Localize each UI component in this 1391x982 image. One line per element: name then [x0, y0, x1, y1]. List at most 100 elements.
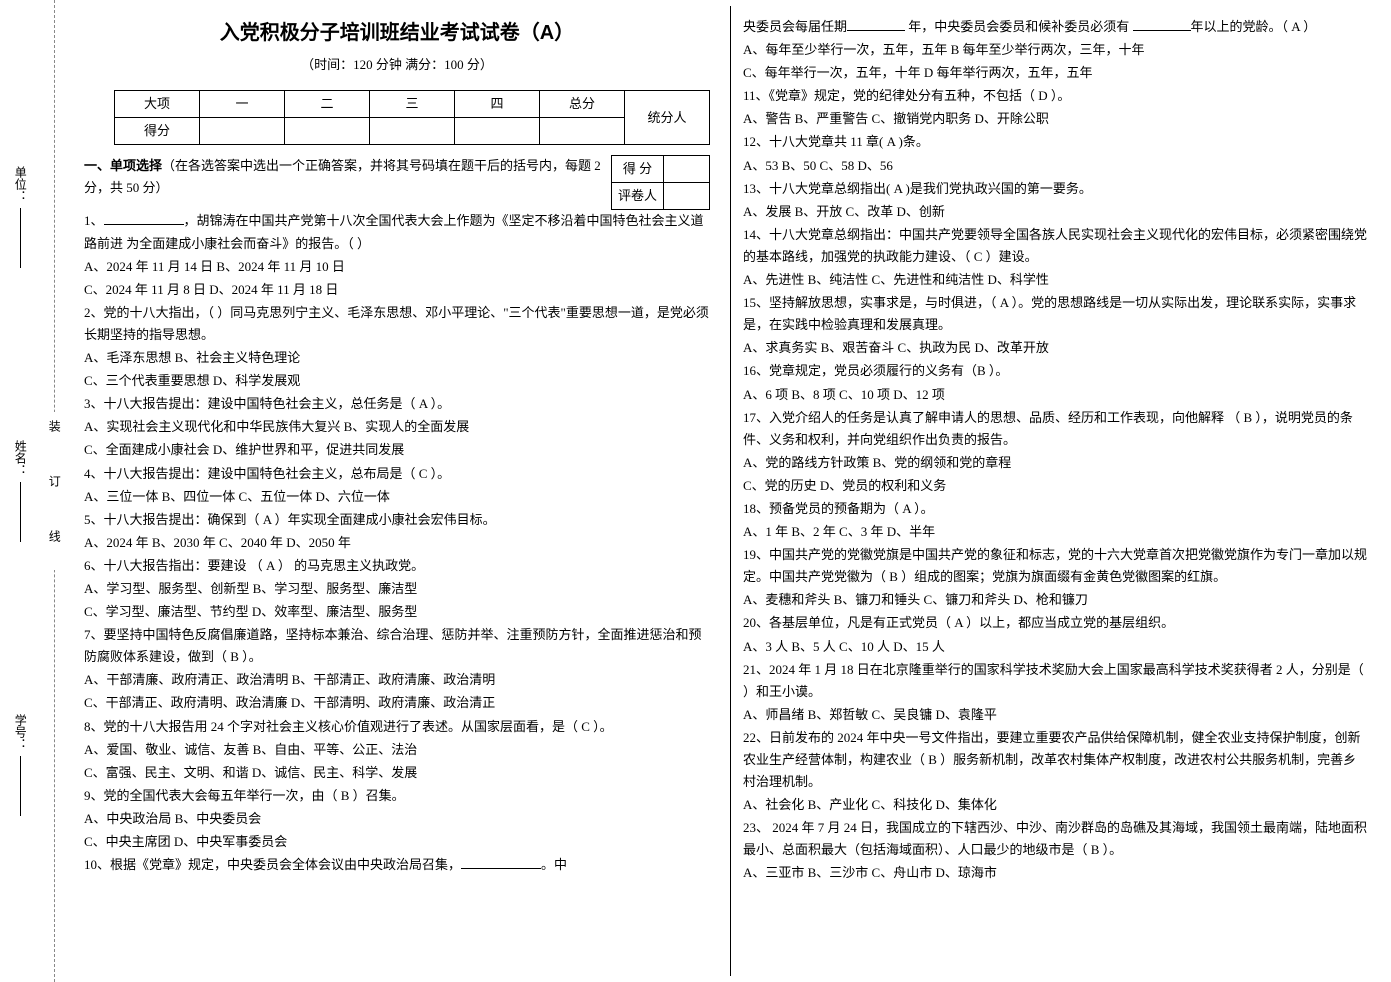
q10c-a: 央委员会每届任期 — [743, 19, 847, 34]
q9-opts1: A、中央政治局 B、中央委员会 — [84, 808, 710, 830]
section-score-box: 得 分 评卷人 — [611, 155, 710, 210]
q10-a: 10、根据《党章》规定，中央委员会全体会议由中央政治局召集， — [84, 857, 461, 872]
name-field: 姓名： — [10, 440, 30, 542]
q10-cont: 央委员会每届任期 年，中央委员会委员和候补委员必须有 年以上的党龄。（ A ） — [743, 16, 1369, 38]
q17: 17、入党介绍人的任务是认真了解申请人的思想、品质、经历和工作表现，向他解释 （… — [743, 407, 1369, 451]
q20: 20、各基层单位，凡是有正式党员（ A ）以上，都应当成立党的基层组织。 — [743, 612, 1369, 634]
q22-opts: A、社会化 B、产业化 C、科技化 D、集体化 — [743, 794, 1369, 816]
marker-label: 评卷人 — [611, 183, 663, 210]
id-line — [20, 756, 21, 816]
q10-opts1: A、每年至少举行一次，五年，五年 B 每年至少举行两次，三年，十年 — [743, 39, 1369, 61]
q10-opts2: C、每年举行一次，五年，十年 D 每年举行两次，五年，五年 — [743, 62, 1369, 84]
q15: 15、坚持解放思想，实事求是，与时俱进，（ A ）。党的思想路线是一切从实际出发… — [743, 292, 1369, 336]
q6-opts1: A、学习型、服务型、创新型 B、学习型、服务型、廉洁型 — [84, 578, 710, 600]
cell-二: 二 — [285, 91, 370, 118]
q21-opts: A、师昌绪 B、郑哲敏 C、吴良镛 D、袁隆平 — [743, 704, 1369, 726]
q17-opts2: C、党的历史 D、党员的权利和义务 — [743, 475, 1369, 497]
q23-opts: A、三亚市 B、三沙市 C、舟山市 D、琼海市 — [743, 862, 1369, 884]
q8-opts2: C、富强、民主、文明、和谐 D、诚信、民主、科学、发展 — [84, 762, 710, 784]
q7-opts2: C、干部清正、政府清明、政治清廉 D、干部清明、政府清廉、政治清正 — [84, 692, 710, 714]
binding-gutter: 单位： 姓名： 学号： — [0, 0, 40, 982]
cell-总分: 总分 — [540, 91, 625, 118]
unit-line — [20, 208, 21, 268]
q1-opts1: A、2024 年 11 月 14 日 B、2024 年 11 月 10 日 — [84, 256, 710, 278]
cell-v4 — [455, 118, 540, 145]
q1: 1、，胡锦涛在中国共产党第十八次全国代表大会上作题为《坚定不移沿着中国特色社会主… — [84, 210, 710, 254]
q10-b: 。中 — [541, 857, 567, 872]
section1-head: 一、单项选择 — [84, 158, 162, 173]
name-line — [20, 482, 21, 542]
id-field: 学号： — [10, 714, 30, 816]
q19-opts: A、麦穗和斧头 B、镰刀和锤头 C、镰刀和斧头 D、枪和镰刀 — [743, 589, 1369, 611]
q10: 10、根据《党章》规定，中央委员会全体会议由中央政治局召集， 。中 — [84, 854, 710, 876]
q13-opts: A、发展 B、开放 C、改革 D、创新 — [743, 201, 1369, 223]
cell-v2 — [285, 118, 370, 145]
unit-field: 单位： — [10, 166, 30, 268]
xian: 线 — [47, 530, 61, 562]
q19: 19、中国共产党的党徽党旗是中国共产党的象征和标志，党的十六大党章首次把党徽党旗… — [743, 544, 1369, 588]
q9: 9、党的全国代表大会每五年举行一次，由（ B ）召集。 — [84, 785, 710, 807]
q10c-c: 年以上的党龄。（ A ） — [1191, 19, 1317, 34]
section1-desc: （在各选答案中选出一个正确答案，并将其号码填在题干后的括号内，每题 2 分，共 … — [84, 158, 601, 195]
exam-title: 入党积极分子培训班结业考试试卷（A） — [84, 16, 710, 50]
cell-大项: 大项 — [115, 91, 200, 118]
marker-cell — [664, 183, 710, 210]
id-label: 学号： — [10, 714, 30, 750]
cell-v5 — [540, 118, 625, 145]
q6: 6、十八大报告指出：要建设 （ A ） 的马克思主义执政党。 — [84, 555, 710, 577]
cell-v1 — [200, 118, 285, 145]
q16: 16、党章规定，党员必须履行的义务有（B ）。 — [743, 360, 1369, 382]
q23: 23、 2024 年 7 月 24 日，我国成立的下辖西沙、中沙、南沙群岛的岛礁… — [743, 817, 1369, 861]
q1-opts2: C、2024 年 11 月 8 日 D、2024 年 11 月 18 日 — [84, 279, 710, 301]
score-row-value: 得分 — [115, 118, 710, 145]
q14: 14、十八大党章总纲指出：中国共产党要领导全国各族人民实现社会主义现代化的宏伟目… — [743, 224, 1369, 268]
q8: 8、党的十八大报告用 24 个字对社会主义核心价值观进行了表述。从国家层面看，是… — [84, 716, 710, 738]
cell-三: 三 — [370, 91, 455, 118]
q12: 12、十八大党章共 11 章( A )条。 — [743, 131, 1369, 153]
q4: 4、十八大报告提出：建设中国特色社会主义，总布局是（ C ）。 — [84, 463, 710, 485]
left-page: 入党积极分子培训班结业考试试卷（A） （时间：120 分钟 满分：100 分） … — [68, 0, 730, 982]
q9-opts2: C、中央主席团 D、中央军事委员会 — [84, 831, 710, 853]
q20-opts: A、3 人 B、5 人 C、10 人 D、15 人 — [743, 636, 1369, 658]
q7: 7、要坚持中国特色反腐倡廉道路，坚持标本兼治、综合治理、惩防并举、注重预防方针，… — [84, 624, 710, 668]
q11: 11、《党章》规定，党的纪律处分有五种，不包括（ D ）。 — [743, 85, 1369, 107]
q21: 21、2024 年 1 月 18 日在北京隆重举行的国家科学技术奖励大会上国家最… — [743, 659, 1369, 703]
q5: 5、十八大报告提出：确保到（ A ）年实现全面建成小康社会宏伟目标。 — [84, 509, 710, 531]
cell-得分: 得分 — [115, 118, 200, 145]
binding-seam: 装 订 线 — [40, 0, 68, 982]
q1-blank — [104, 212, 184, 225]
ding: 订 — [47, 475, 61, 507]
cell-统分人: 统分人 — [625, 91, 710, 145]
q10c-b: 年，中央委员会委员和候补委员必须有 — [905, 19, 1133, 34]
q18: 18、预备党员的预备期为（ A ）。 — [743, 498, 1369, 520]
q1-a: 1、 — [84, 213, 104, 228]
q13: 13、十八大党章总纲指出( A )是我们党执政兴国的第一要务。 — [743, 178, 1369, 200]
get-score-label: 得 分 — [611, 156, 663, 183]
q10c-blank2 — [1133, 18, 1191, 31]
zhuang: 装 — [47, 420, 61, 452]
score-row-head: 大项 一 二 三 四 总分 统分人 — [115, 91, 710, 118]
q2-opts1: A、毛泽东思想 B、社会主义特色理论 — [84, 347, 710, 369]
q5-opts: A、2024 年 B、2030 年 C、2040 年 D、2050 年 — [84, 532, 710, 554]
unit-label: 单位： — [10, 166, 30, 202]
section1: 得 分 评卷人 一、单项选择（在各选答案中选出一个正确答案，并将其号码填在题干后… — [84, 155, 710, 210]
q17-opts1: A、党的路线方针政策 B、党的纲领和党的章程 — [743, 452, 1369, 474]
q16-opts: A、6 项 B、8 项 C、10 项 D、12 项 — [743, 384, 1369, 406]
q15-opts: A、求真务实 B、艰苦奋斗 C、执政为民 D、改革开放 — [743, 337, 1369, 359]
q10c-blank1 — [847, 18, 905, 31]
exam-subtitle: （时间：120 分钟 满分：100 分） — [84, 54, 710, 76]
q3: 3、十八大报告提出：建设中国特色社会主义，总任务是（ A ）。 — [84, 393, 710, 415]
q12-opts: A、53 B、50 C、58 D、56 — [743, 155, 1369, 177]
q22: 22、日前发布的 2024 年中央一号文件指出，要建立重要农产品供给保障机制，健… — [743, 727, 1369, 793]
zhuang-label: 装 订 线 — [44, 412, 64, 570]
q4-opts: A、三位一体 B、四位一体 C、五位一体 D、六位一体 — [84, 486, 710, 508]
q11-opts: A、警告 B、严重警告 C、撤销党内职务 D、开除公职 — [743, 108, 1369, 130]
q6-opts2: C、学习型、廉洁型、节约型 D、效率型、廉洁型、服务型 — [84, 601, 710, 623]
q3-opts2: C、全面建成小康社会 D、维护世界和平，促进共同发展 — [84, 439, 710, 461]
right-page: 央委员会每届任期 年，中央委员会委员和候补委员必须有 年以上的党龄。（ A ） … — [731, 0, 1391, 982]
cell-一: 一 — [200, 91, 285, 118]
get-score-cell — [664, 156, 710, 183]
q10-blank — [461, 856, 541, 869]
q2-opts2: C、三个代表重要思想 D、科学发展观 — [84, 370, 710, 392]
q8-opts1: A、爱国、敬业、诚信、友善 B、自由、平等、公正、法治 — [84, 739, 710, 761]
